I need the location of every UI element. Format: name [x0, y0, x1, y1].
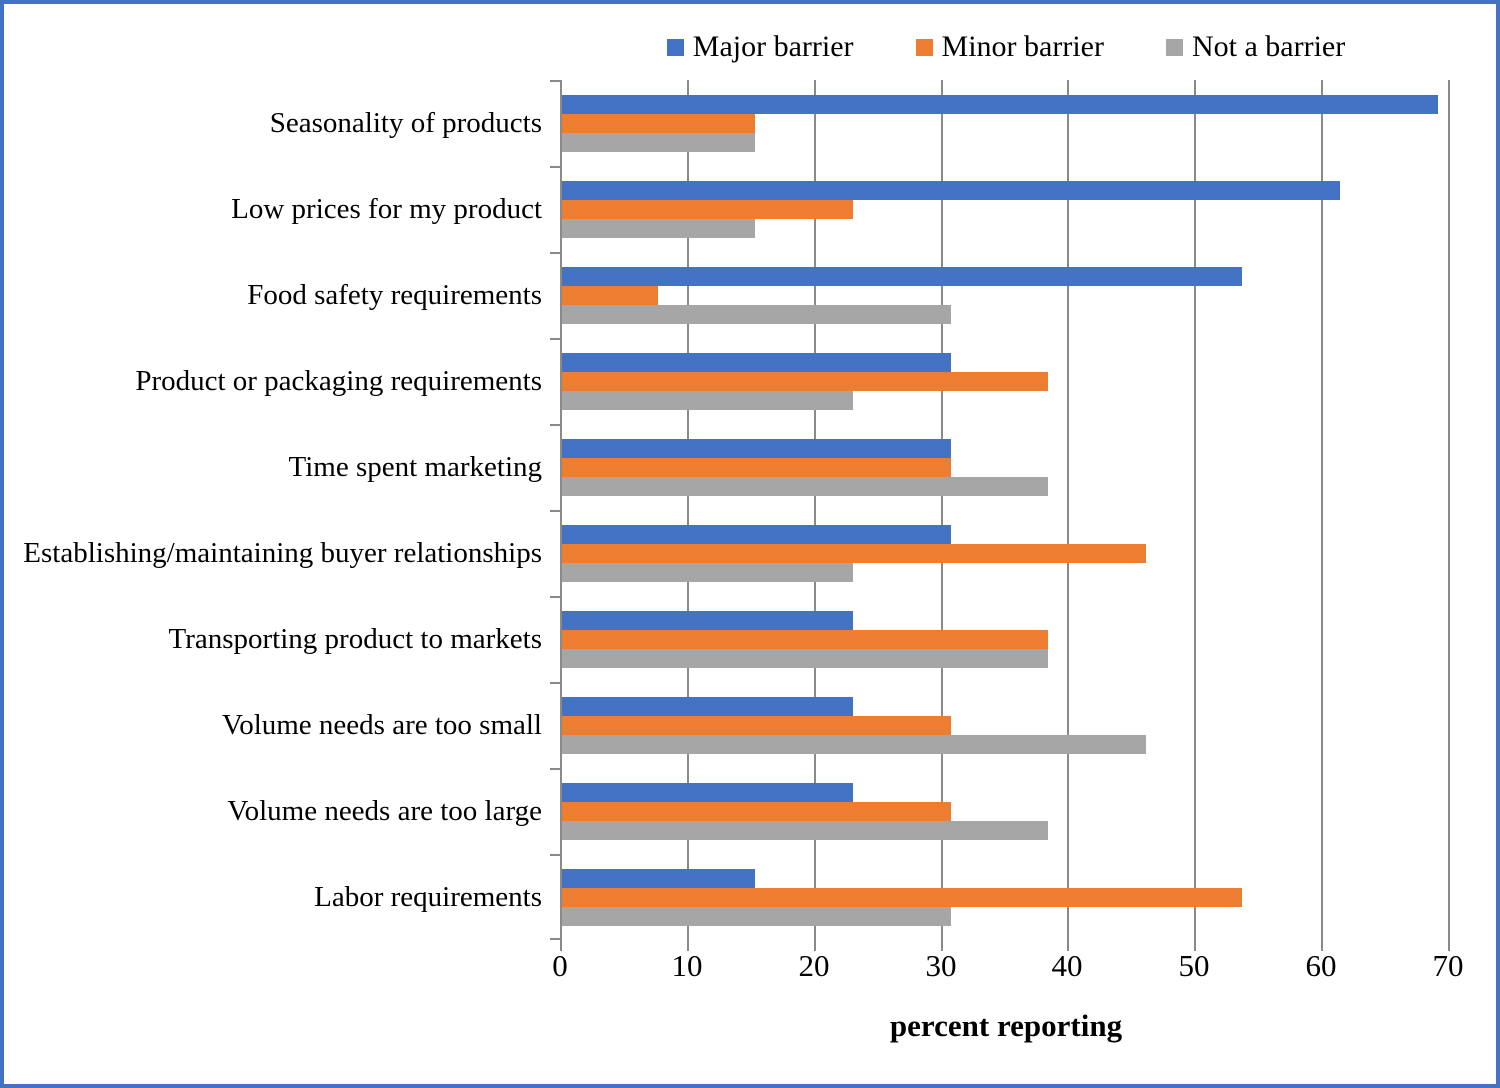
legend-swatch-icon — [915, 38, 933, 56]
category-label: Low prices for my product — [231, 192, 542, 225]
bar — [562, 716, 951, 735]
gridline — [687, 80, 689, 940]
x-axis-tick — [1321, 940, 1323, 951]
bar — [562, 181, 1340, 200]
bar — [562, 391, 853, 410]
category-axis-tick — [550, 166, 560, 168]
legend-swatch-icon — [1165, 38, 1183, 56]
category-label: Labor requirements — [314, 880, 542, 913]
category-axis-tick — [550, 424, 560, 426]
bar — [562, 697, 853, 716]
category-axis-tick — [550, 252, 560, 254]
x-axis-tick — [814, 940, 816, 951]
gridline — [1067, 80, 1069, 940]
gridline — [1448, 80, 1450, 940]
bar — [562, 219, 755, 238]
x-tick-label: 50 — [1178, 948, 1210, 983]
bar — [562, 888, 1242, 907]
plot-area — [550, 80, 1452, 951]
bar — [562, 133, 755, 152]
category-label: Seasonality of products — [269, 106, 542, 139]
legend-label: Minor barrier — [941, 30, 1104, 63]
x-tick-labels: 0 10 20 30 40 50 60 70 — [552, 948, 1463, 992]
bar — [562, 267, 1242, 286]
x-tick-label: 30 — [925, 948, 957, 983]
bar — [562, 477, 1048, 496]
bar — [562, 305, 951, 324]
bar — [562, 802, 951, 821]
category-axis-tick — [550, 510, 560, 512]
x-tick-label: 60 — [1305, 948, 1337, 983]
bar — [562, 563, 853, 582]
bar — [562, 735, 1146, 754]
category-axis-tick — [550, 338, 560, 340]
bar — [562, 869, 755, 888]
category-axis-tick — [550, 854, 560, 856]
x-axis-tick — [1448, 940, 1450, 951]
gridline — [1194, 80, 1196, 940]
bar — [562, 439, 951, 458]
bar — [562, 372, 1048, 391]
legend: Major barrier Minor barrier Not a barrier — [560, 28, 1452, 66]
legend-item: Not a barrier — [1165, 30, 1346, 64]
gridline — [814, 80, 816, 940]
bar — [562, 525, 951, 544]
bar — [562, 821, 1048, 840]
legend-label: Major barrier — [692, 30, 854, 63]
category-axis-tick — [550, 682, 560, 684]
category-label: Food safety requirements — [247, 278, 542, 311]
x-axis-tick — [687, 940, 689, 951]
x-tick-label: 70 — [1432, 948, 1464, 983]
legend-swatch-icon — [666, 38, 684, 56]
x-axis-tick — [1194, 940, 1196, 951]
category-axis-tick — [550, 938, 560, 940]
x-axis-tick — [1067, 940, 1069, 951]
category-label: Transporting product to markets — [168, 622, 542, 655]
bar — [562, 353, 951, 372]
bar — [562, 458, 951, 477]
x-axis-tick — [560, 940, 562, 951]
bar — [562, 907, 951, 926]
y-axis-line — [560, 80, 562, 940]
x-tick-label: 20 — [798, 948, 830, 983]
category-label: Establishing/maintaining buyer relations… — [23, 536, 542, 569]
x-tick-label: 0 — [552, 948, 568, 983]
bar — [562, 544, 1146, 563]
legend-item: Minor barrier — [915, 30, 1104, 64]
category-label: Volume needs are too small — [221, 708, 542, 741]
x-tick-label: 40 — [1051, 948, 1083, 983]
bar — [562, 630, 1048, 649]
bar — [562, 95, 1438, 114]
x-tick-label: 10 — [671, 948, 703, 983]
gridline — [941, 80, 943, 940]
legend-item: Major barrier — [666, 30, 854, 64]
category-axis-tick — [550, 768, 560, 770]
bar — [562, 114, 755, 133]
bar — [562, 286, 658, 305]
x-axis-title: percent reporting — [889, 1008, 1123, 1043]
category-labels: Seasonality of products Low prices for my… — [4, 80, 542, 940]
bar — [562, 783, 853, 802]
bar — [562, 611, 853, 630]
legend-label: Not a barrier — [1191, 30, 1346, 63]
category-label: Volume needs are too large — [227, 794, 542, 827]
category-label: Time spent marketing — [288, 450, 542, 483]
category-axis-tick — [550, 596, 560, 598]
x-axis-tick — [941, 940, 943, 951]
category-axis-tick — [550, 80, 560, 82]
bar — [562, 200, 853, 219]
gridline — [1321, 80, 1323, 940]
bar — [562, 649, 1048, 668]
category-label: Product or packaging requirements — [135, 364, 542, 397]
